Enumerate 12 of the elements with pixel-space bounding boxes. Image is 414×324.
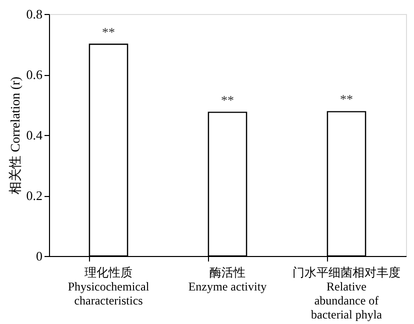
- annotation: **: [340, 92, 353, 107]
- x-tick-label: 酶活性 Enzyme activity: [188, 266, 267, 294]
- y-tick-label: 0.4: [26, 128, 43, 142]
- annotation: **: [221, 92, 234, 108]
- y-tick-label: 0.2: [26, 188, 42, 203]
- y-tick-label: 0.8: [26, 6, 42, 22]
- y-tick-label: 0.6: [26, 67, 43, 82]
- x-tick-label: 理化性质 Physicochemical characteristics: [68, 266, 150, 308]
- x-tick-label: 门水平细菌相对丰度 Relative abundance of bacterial phyla: [292, 266, 400, 322]
- y-axis-title: 相关性 Correlation (r): [7, 76, 22, 194]
- annotation: **: [102, 24, 115, 40]
- y-tick-label: 0: [36, 248, 42, 264]
